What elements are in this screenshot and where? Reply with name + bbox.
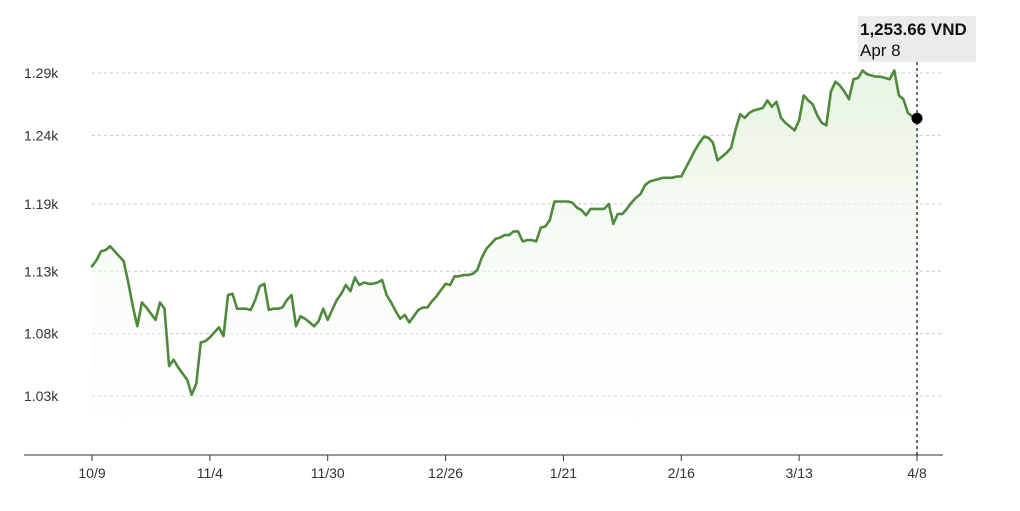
tooltip-value: 1,253.66 VND [860, 20, 967, 39]
y-tick-label: 1.08k [24, 326, 59, 342]
x-tick-label: 11/30 [311, 465, 345, 481]
x-tick-label: 1/21 [550, 465, 577, 481]
x-tick-label: 12/26 [428, 465, 463, 481]
price-line [90, 69, 919, 397]
y-tick-label: 1.29k [24, 65, 59, 81]
y-tick-label: 1.03k [24, 388, 59, 404]
price-area-fill [92, 70, 917, 455]
x-tick-label: 4/8 [907, 465, 927, 481]
x-tick-label: 2/16 [668, 465, 695, 481]
x-axis-ticks: 10/9 11/4 11/30 12/26 1/21 2/16 3/13 4/8 [78, 455, 927, 481]
tooltip-box [858, 16, 976, 62]
x-tick-label: 10/9 [78, 465, 105, 481]
y-tick-label: 1.13k [24, 263, 59, 279]
x-tick-label: 3/13 [786, 465, 813, 481]
y-axis-ticks: 1.03k 1.08k 1.13k 1.19k 1.24k 1.29k [24, 65, 59, 404]
x-tick-label: 11/4 [197, 465, 223, 481]
tooltip: 1,253.66 VND Apr 8 [858, 16, 976, 62]
tooltip-date: Apr 8 [860, 41, 901, 60]
hover-point-marker[interactable] [911, 112, 923, 124]
y-tick-label: 1.19k [24, 196, 59, 212]
y-tick-label: 1.24k [24, 127, 59, 143]
